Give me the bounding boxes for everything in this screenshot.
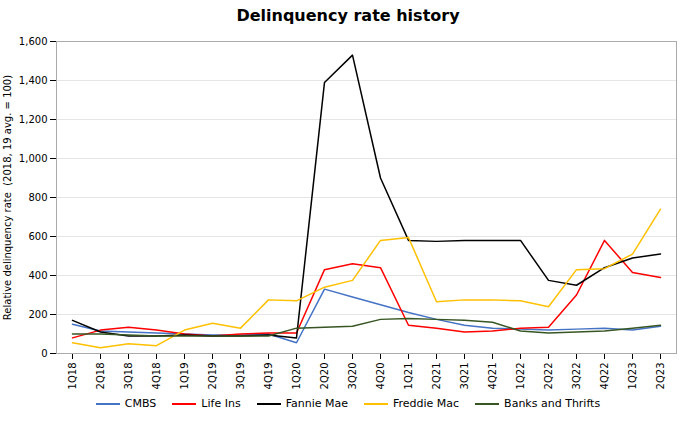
svg-text:3Q19: 3Q19 (235, 363, 246, 390)
svg-text:2Q23: 2Q23 (655, 363, 666, 390)
svg-text:1Q23: 1Q23 (627, 363, 638, 390)
svg-text:1Q18: 1Q18 (67, 363, 78, 390)
svg-text:1,000: 1,000 (19, 153, 48, 164)
svg-text:1Q19: 1Q19 (179, 363, 190, 390)
svg-text:2Q21: 2Q21 (431, 363, 442, 390)
svg-text:200: 200 (28, 309, 47, 320)
svg-text:Relative delinquency rate (20: Relative delinquency rate (2018, 19 avg.… (2, 75, 13, 320)
html-text:Delinquency rate history: Delinquency rate history (236, 6, 460, 25)
svg-text:4Q21: 4Q21 (487, 363, 498, 390)
svg-text:3Q22: 3Q22 (571, 363, 582, 390)
svg-text:1,400: 1,400 (19, 75, 48, 86)
html-text:Banks and Thrifts: Banks and Thrifts (504, 397, 601, 410)
svg-text:2Q18: 2Q18 (95, 363, 106, 390)
svg-text:1Q21: 1Q21 (403, 363, 414, 390)
svg-text:2Q20: 2Q20 (319, 363, 330, 390)
svg-text:4Q20: 4Q20 (375, 363, 386, 390)
svg-text:1Q22: 1Q22 (515, 363, 526, 390)
svg-text:4Q22: 4Q22 (599, 363, 610, 390)
svg-text:3Q21: 3Q21 (459, 363, 470, 390)
svg-text:1,200: 1,200 (19, 114, 48, 125)
svg-text:600: 600 (28, 231, 47, 242)
svg-text:1Q20: 1Q20 (291, 363, 302, 390)
svg-text:800: 800 (28, 192, 47, 203)
svg-text:3Q18: 3Q18 (123, 363, 134, 390)
svg-text:4Q18: 4Q18 (151, 363, 162, 390)
svg-text:1,600: 1,600 (19, 36, 48, 47)
svg-text:3Q20: 3Q20 (347, 363, 358, 390)
svg-text:4Q19: 4Q19 (263, 363, 274, 390)
html-text:Freddie Mac: Freddie Mac (393, 397, 460, 410)
html-text:CMBS: CMBS (124, 397, 157, 410)
svg-text:400: 400 (28, 270, 47, 281)
svg-text:2Q22: 2Q22 (543, 363, 554, 390)
html-text:Life Ins: Life Ins (201, 397, 241, 410)
svg-text:2Q19: 2Q19 (207, 363, 218, 390)
svg-text:0: 0 (41, 348, 47, 359)
html-text:Fannie Mae: Fannie Mae (285, 397, 348, 410)
